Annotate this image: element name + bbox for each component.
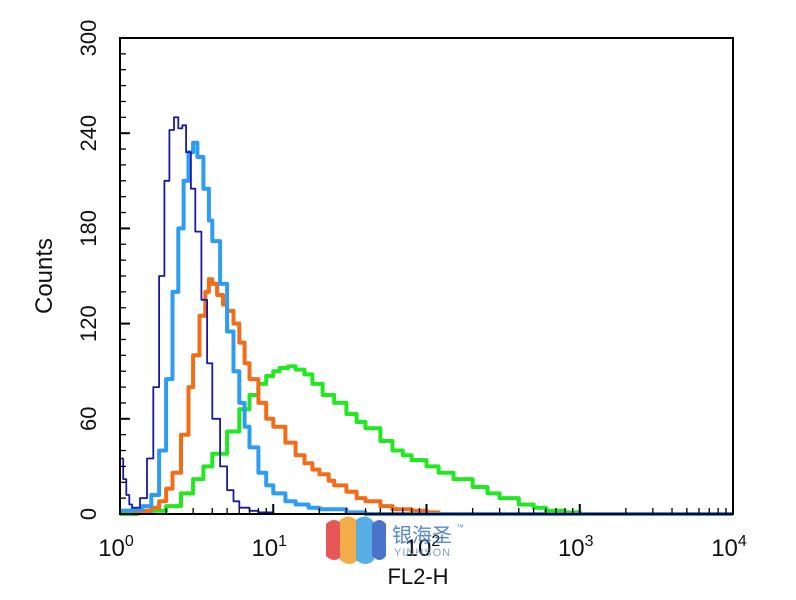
series-line-3 [120,116,733,515]
y-tick-label: 240 [76,115,101,152]
watermark-stripe [326,520,342,560]
y-tick-labels: 0 60 120 180 240 300 [76,20,101,520]
watermark-tm: ™ [456,523,464,532]
watermark-stripe [340,516,358,564]
series-line-0 [120,364,733,516]
y-tick-label: 120 [76,305,101,342]
series-line-2 [120,140,733,516]
watermark-emblem [326,516,386,564]
x-tick-label: 102 [405,533,441,562]
y-tick-label: 0 [76,508,101,520]
watermark-stripe [356,516,374,564]
watermark-stripe [372,520,386,560]
watermark-logo: 银海圣 ™ YINHSON [326,516,464,564]
x-tick-label: 104 [711,533,747,562]
y-tick-label: 60 [76,407,101,431]
series-line-1 [120,277,733,516]
minor-ticks [119,37,734,515]
watermark-chinese: 银海圣 [392,523,452,547]
y-axis-label: Counts [31,238,58,314]
x-tick-label: 103 [558,533,594,562]
x-tick-label: 100 [98,533,134,562]
series-layer [120,116,733,516]
x-tick-label: 101 [251,533,287,562]
x-axis-label: FL2-H [387,564,448,589]
plot-frame [119,37,734,515]
watermark-latin: YINHSON [394,547,451,559]
x-tick-labels: 100 101 102 103 104 [98,533,747,562]
y-tick-label: 180 [76,210,101,247]
y-tick-label: 300 [76,20,101,57]
